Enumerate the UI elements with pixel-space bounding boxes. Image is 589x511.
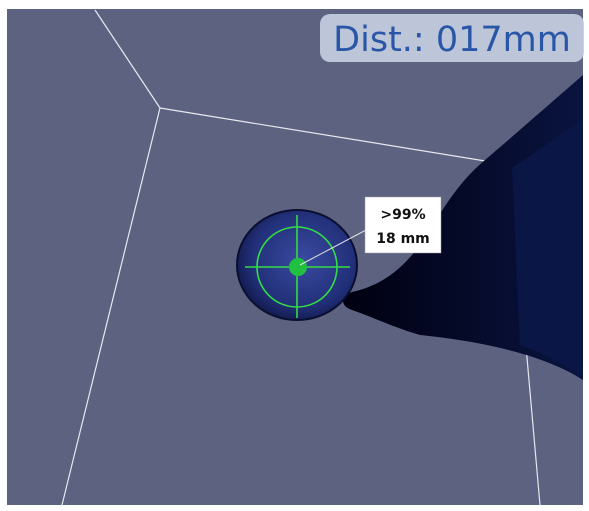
target-probability: >99% [380, 207, 425, 223]
distance-box [320, 14, 584, 62]
airway-branch [512, 120, 583, 375]
label-leader [299, 229, 367, 266]
target-label-box [364, 196, 442, 254]
distance-readout: Dist.: 017mm [333, 20, 571, 60]
target-center [289, 258, 307, 276]
target-size: 18 mm [376, 231, 430, 247]
